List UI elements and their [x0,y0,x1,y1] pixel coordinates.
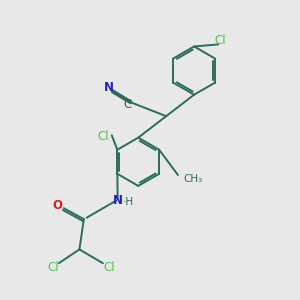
Text: CH₃: CH₃ [183,174,202,184]
Text: Cl: Cl [103,261,115,274]
Text: Cl: Cl [214,34,226,46]
Text: C: C [123,98,131,111]
Text: ·H: ·H [123,197,134,207]
Text: O: O [52,199,62,212]
Text: N: N [112,194,123,207]
Text: N: N [104,81,114,94]
Text: Cl: Cl [97,130,109,143]
Text: Cl: Cl [47,261,59,274]
